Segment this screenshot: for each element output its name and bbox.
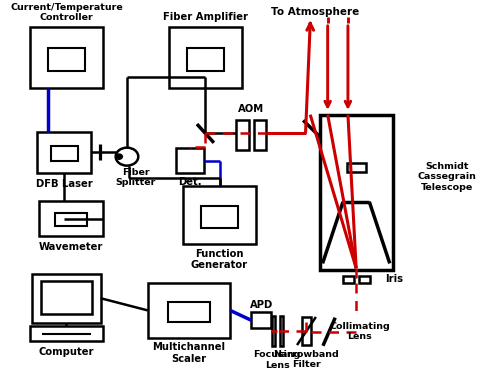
Text: Multichannel
Scaler: Multichannel Scaler — [152, 343, 225, 364]
Text: APD: APD — [249, 300, 273, 310]
Text: Collimating
Lens: Collimating Lens — [329, 322, 390, 342]
Bar — [41, 282, 92, 314]
Bar — [168, 302, 210, 322]
Bar — [30, 27, 103, 89]
Text: To Atmosphere: To Atmosphere — [271, 8, 359, 18]
Bar — [236, 120, 248, 150]
Text: Function
Generator: Function Generator — [191, 249, 248, 270]
Bar — [37, 131, 91, 173]
Bar — [251, 312, 271, 328]
Text: Fiber
Splitter: Fiber Splitter — [115, 168, 156, 187]
Bar — [183, 186, 256, 244]
Bar — [347, 163, 366, 172]
Bar — [48, 48, 85, 71]
Circle shape — [116, 154, 122, 159]
Bar — [187, 48, 224, 71]
Text: Narrowband
Filter: Narrowband Filter — [274, 350, 339, 369]
Text: Focusing
Lens: Focusing Lens — [253, 350, 301, 370]
Bar — [30, 326, 103, 341]
Bar — [343, 276, 354, 283]
Bar — [319, 115, 393, 270]
Text: Computer: Computer — [38, 347, 94, 357]
Text: Det.: Det. — [178, 177, 202, 187]
Bar — [51, 146, 77, 161]
Bar — [32, 274, 101, 322]
Bar — [176, 149, 204, 173]
Text: AOM: AOM — [238, 104, 264, 114]
Bar — [148, 283, 230, 338]
Bar — [280, 316, 283, 346]
Text: Fiber Amplifier: Fiber Amplifier — [163, 12, 248, 22]
Bar — [169, 27, 242, 89]
Bar — [39, 201, 103, 236]
Bar — [201, 206, 238, 228]
Text: Current/Temperature
Controller: Current/Temperature Controller — [10, 3, 123, 22]
Bar — [254, 120, 266, 150]
Bar — [272, 316, 275, 346]
Text: Wavemeter: Wavemeter — [39, 242, 104, 252]
Bar — [302, 317, 311, 345]
Text: Iris: Iris — [385, 275, 403, 285]
Bar — [55, 213, 87, 227]
Bar — [359, 276, 370, 283]
Text: DFB Laser: DFB Laser — [35, 179, 93, 189]
Text: Schmidt
Cassegrain
Telescope: Schmidt Cassegrain Telescope — [418, 162, 476, 192]
